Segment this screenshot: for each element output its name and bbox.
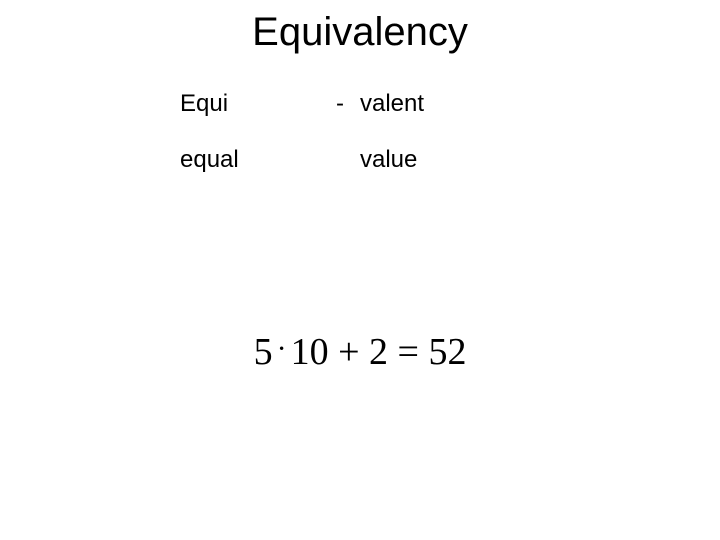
cell-prefix: Equi [180, 90, 320, 118]
equation-equals: = [388, 331, 428, 373]
multiplication-dot-icon: · [273, 332, 291, 365]
equation-result: 52 [428, 331, 466, 373]
table-row: Equi - valent [180, 90, 480, 118]
etymology-table: Equi - valent equal value [180, 90, 480, 202]
cell-separator [320, 146, 360, 174]
cell-separator: - [320, 90, 360, 118]
equation-part: 10 [291, 331, 329, 373]
equation-part: 5 [254, 331, 273, 373]
cell-meaning-left: equal [180, 146, 320, 174]
equation-part: 2 [369, 331, 388, 373]
page-title: Equivalency [0, 10, 720, 55]
cell-suffix: valent [360, 90, 480, 118]
table-row: equal value [180, 146, 480, 174]
equation: 5·10 + 2 = 52 [0, 330, 720, 374]
cell-meaning-right: value [360, 146, 480, 174]
equation-plus: + [329, 331, 369, 373]
